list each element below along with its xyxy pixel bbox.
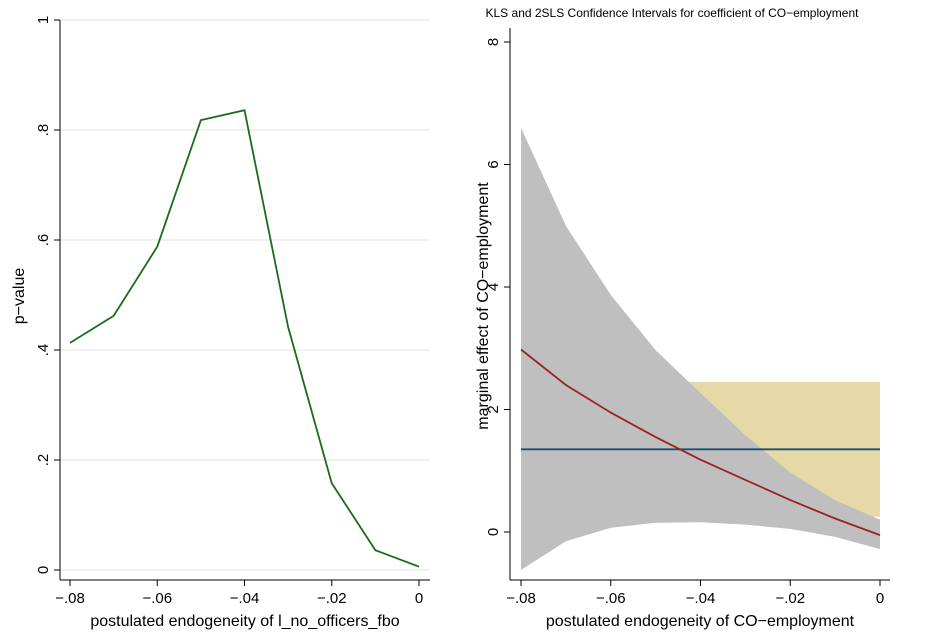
confidence-interval-chart: KLS and 2SLS Confidence Intervals for co… xyxy=(475,6,890,630)
left-y-tick-label: 1 xyxy=(35,16,52,24)
right-y-tick-label: 2 xyxy=(485,405,502,413)
left-y-axis-label: p−value xyxy=(11,268,28,325)
kls-confidence-band xyxy=(521,127,880,571)
left-x-tick-label: −.04 xyxy=(230,590,260,607)
right-x-tick-label: −.04 xyxy=(686,590,716,607)
p-value-chart: 0 .2 .4 .6 .8 1 −.08 −.06 −.04 −.02 0 postulated e… xyxy=(11,16,430,630)
right-x-axis-label: postulated endogeneity of CO−employment xyxy=(546,613,855,630)
right-y-tick-label: 6 xyxy=(485,160,502,168)
left-gridlines xyxy=(60,19,430,571)
left-x-tick-label: −.08 xyxy=(55,590,85,607)
right-y-tick-label: 8 xyxy=(485,38,502,46)
right-y-axis-label: marginal effect of CO−employment xyxy=(475,182,492,430)
right-series xyxy=(520,127,881,571)
right-axes: 0 2 4 6 8 −.08 −.06 −.04 −.02 0 xyxy=(485,28,890,607)
right-x-tick-label: −.08 xyxy=(506,590,536,607)
right-chart-title: KLS and 2SLS Confidence Intervals for co… xyxy=(486,6,860,20)
left-plot-background xyxy=(60,20,430,580)
left-x-tick-label: −.06 xyxy=(142,590,172,607)
left-series xyxy=(69,109,420,568)
left-y-tick-label: .6 xyxy=(35,234,52,247)
left-axes: 0 .2 .4 .6 .8 1 −.08 −.06 −.04 −.02 0 xyxy=(35,16,430,607)
right-x-tick-label: −.06 xyxy=(596,590,626,607)
left-y-tick-label: 0 xyxy=(35,566,52,574)
left-x-tick-label: −.02 xyxy=(317,590,347,607)
left-y-tick-label: .8 xyxy=(35,124,52,137)
left-x-tick-label: 0 xyxy=(415,590,423,607)
right-y-tick-label: 0 xyxy=(485,528,502,536)
left-y-tick-label: .2 xyxy=(35,454,52,467)
p-value-line xyxy=(69,109,420,568)
right-x-tick-label: 0 xyxy=(876,590,884,607)
kls-estimate-line xyxy=(520,348,881,536)
left-y-tick-label: .4 xyxy=(35,344,52,357)
left-x-axis-label: postulated endogeneity of l_no_officers_… xyxy=(90,613,399,630)
right-x-tick-label: −.02 xyxy=(775,590,805,607)
right-y-tick-label: 4 xyxy=(485,283,502,291)
